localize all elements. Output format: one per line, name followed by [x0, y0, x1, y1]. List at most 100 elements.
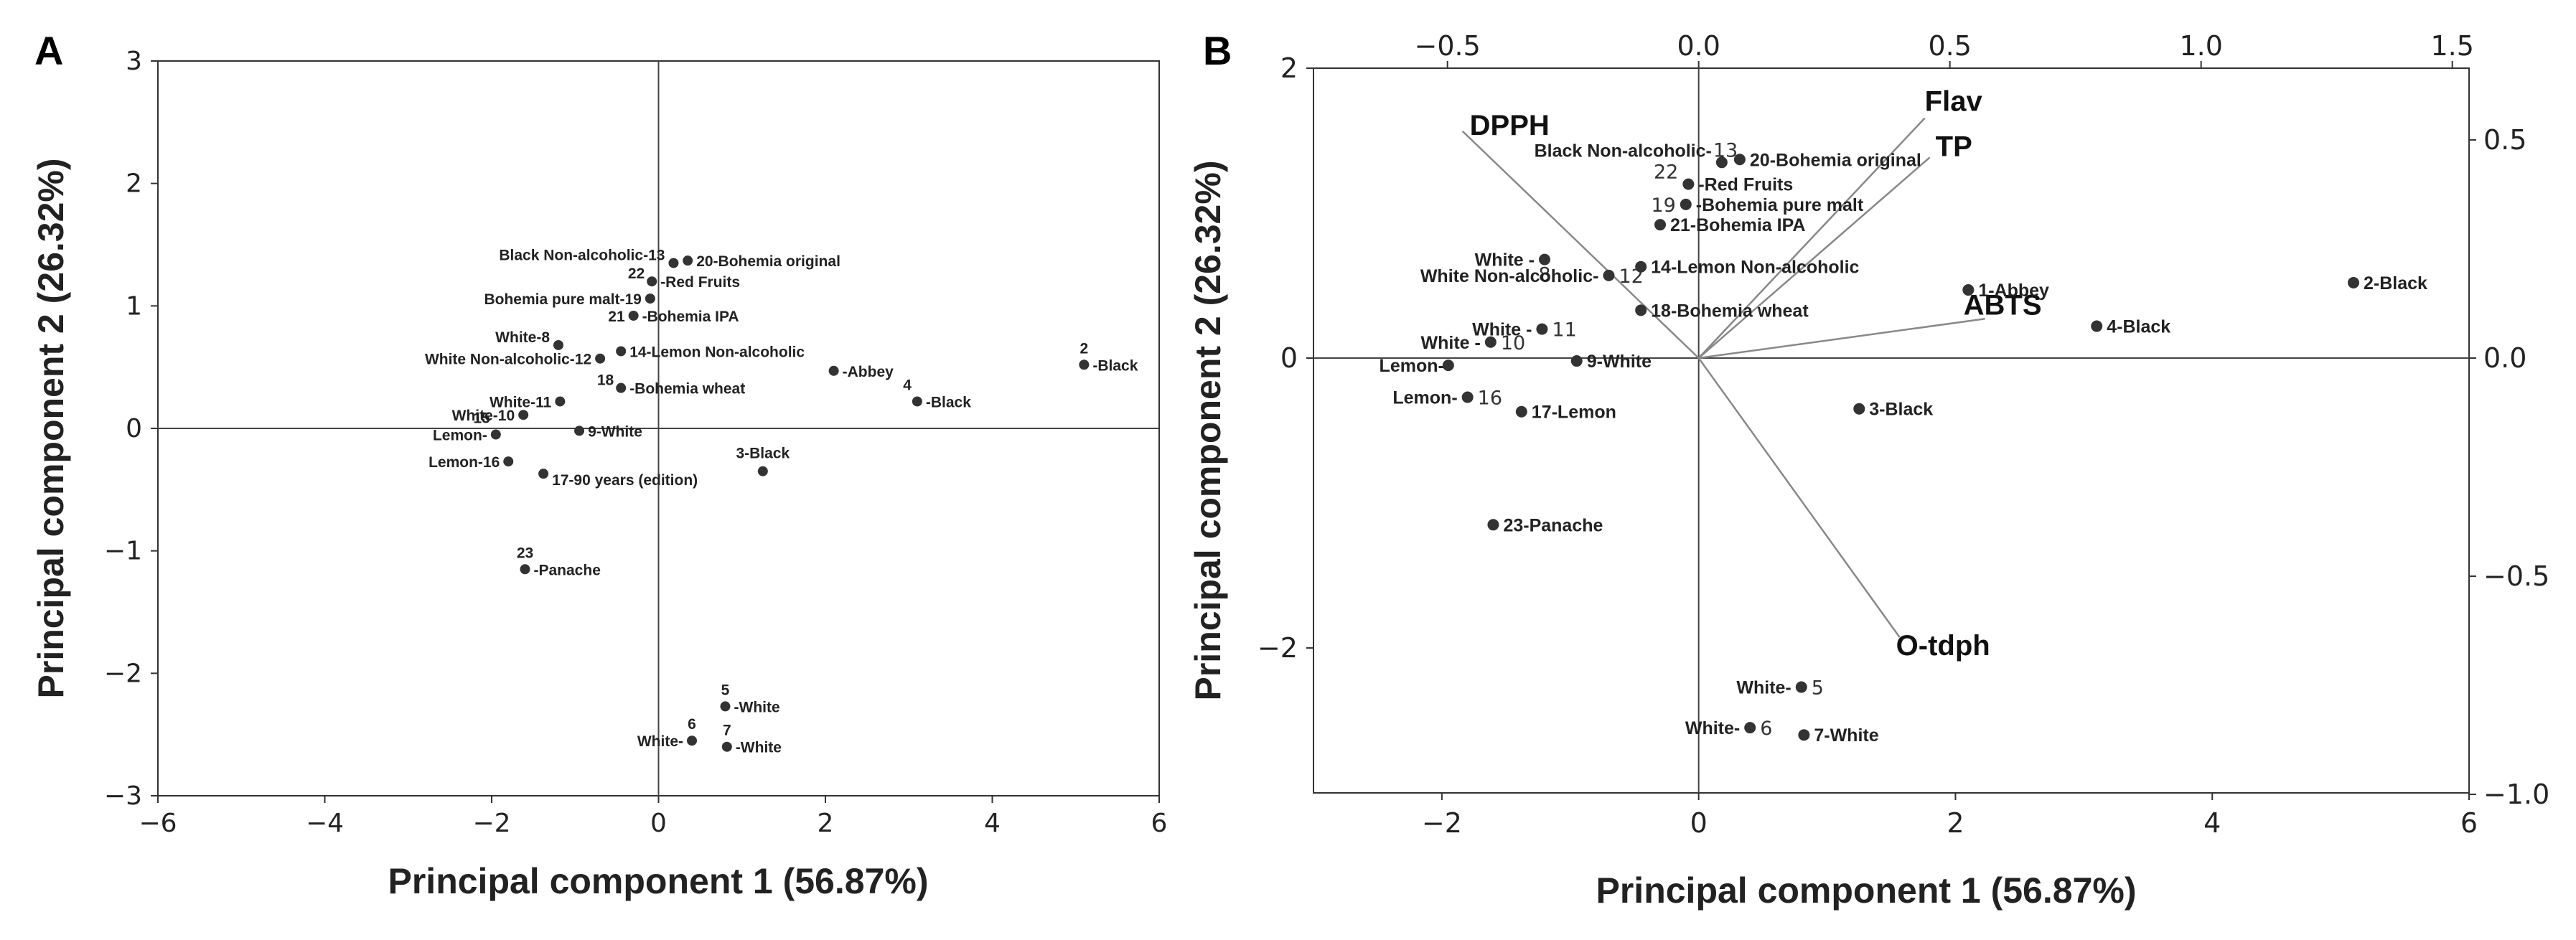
panel-a-point-label: -Black — [1092, 357, 1138, 374]
panel-a-point-label: 14-Lemon Non-alcoholic — [629, 344, 805, 360]
panel-b-point-label: 3-Black — [1869, 400, 1933, 420]
panel-a-point-number: 4 — [903, 377, 912, 393]
panel-a-point-marker — [647, 276, 657, 287]
panel-b-point-3: 3-Black — [1853, 400, 1933, 420]
panel-a-point-17: 17-90 years (edition) — [538, 469, 698, 489]
loading-vector-line — [1698, 318, 1985, 359]
panel-a-point-number: 5 — [721, 682, 730, 698]
panel-b-point-12: White Non-alcoholic- 12 — [1420, 265, 1644, 288]
panel-b-x-tick-label: 4 — [2203, 807, 2221, 839]
panel-b-right-tick-label: −1.0 — [2483, 779, 2549, 810]
panel-a-x-tick-label: −4 — [306, 809, 344, 838]
panel-b-point-10: White - 10 — [1421, 332, 1526, 354]
panel-b-point-number: 10 — [1501, 332, 1525, 354]
panel-b-point-marker — [1654, 219, 1666, 231]
panel-b-point-number: 8 — [1538, 264, 1550, 286]
panel-a-point-label: -Bohemia wheat — [629, 381, 745, 398]
panel-a-x-tick-label: −6 — [139, 809, 177, 838]
panel-a-point-21: -Bohemia IPA 21 — [608, 309, 739, 325]
panel-b-point-label: 23-Panache — [1503, 515, 1603, 535]
panel-b-point-number: 5 — [1812, 677, 1824, 700]
panel-b-point-number: 16 — [1478, 387, 1502, 410]
panel-b-point-15: Lemon- — [1380, 356, 1454, 376]
panel-a-point-label: -Bohemia IPA — [642, 309, 739, 325]
panel-a-point-4: -Black 4 — [903, 377, 971, 410]
panel-b-point-marker — [1635, 260, 1647, 273]
panel-a-point-marker — [490, 429, 501, 440]
panel-b-point-8: White -8 — [1475, 250, 1551, 286]
panel-a-point-label: Lemon-16 — [428, 454, 500, 471]
panel-a-point-label: White- — [637, 733, 683, 750]
loading-vector-line — [1697, 357, 1901, 638]
panel-b-point-marker — [1487, 519, 1499, 531]
panel-b-point-17: 17-Lemon — [1515, 403, 1616, 423]
panel-b-letter: B — [1203, 28, 1232, 73]
panel-a-point-11: White-11 — [490, 394, 566, 410]
panel-a-x-tick-label: 6 — [1151, 809, 1168, 838]
loading-dpph: DPPH — [1461, 110, 1700, 359]
panel-a-point-marker — [503, 456, 514, 467]
panel-b-point-9: 9-White — [1570, 352, 1652, 372]
panel-b-point-marker — [2348, 276, 2359, 288]
panel-b-top-tick-label: −0.5 — [1415, 30, 1481, 62]
panel-a-point-label: Black Non-alcoholic-13 — [499, 248, 665, 264]
panel-b-point-marker — [1962, 284, 1975, 296]
panel-a-point-number: 7 — [723, 723, 731, 739]
panel-a-point-label: Bohemia pure malt-19 — [484, 291, 641, 308]
panel-b-x-tick-label: 0 — [1690, 807, 1708, 839]
panel-b-right-tick-label: −0.5 — [2483, 560, 2549, 592]
panel-a-point-label: Lemon- — [433, 428, 487, 444]
panel-b-point-number: 13 — [1713, 139, 1738, 161]
panel-a-point-label: 9-White — [588, 423, 642, 440]
panel-a-y-tick-label: −2 — [104, 659, 142, 688]
panel-a-x-tick-label: 2 — [818, 809, 834, 838]
panel-b-x-tick-label: 2 — [1947, 807, 1964, 839]
panel-a-point-marker — [1079, 359, 1090, 370]
panel-a-point-12: White Non-alcoholic-12 — [425, 352, 606, 368]
panel-a-point-6: White- 6 — [637, 716, 697, 750]
panel-a-point-marker — [595, 353, 606, 364]
panel-a-point-marker — [518, 410, 529, 420]
loading-tp: TP — [1697, 131, 1972, 359]
panel-a-point-label: -Red Fruits — [660, 274, 740, 291]
panel-b-point-label: 21-Bohemia IPA — [1670, 215, 1805, 235]
panel-b-y-tick-label: 2 — [1280, 52, 1298, 84]
panel-a-point-label: 20-Bohemia original — [696, 253, 840, 270]
panel-a-point-number: 18 — [597, 372, 614, 389]
panel-b-point-label: 20-Bohemia original — [1750, 150, 1921, 170]
panel-b-point-marker — [1536, 323, 1548, 335]
panel-a-y-tick-label: −3 — [104, 781, 142, 811]
panel-a-point-label: White-10 — [452, 408, 515, 424]
panel-a-point-14: 14-Lemon Non-alcoholic — [616, 344, 805, 360]
panel-b-right-tick-label: 0.0 — [2483, 342, 2526, 374]
panel-a-point-label: -Abbey — [843, 364, 894, 380]
panel-b-point-14: 14-Lemon Non-alcoholic — [1635, 258, 1860, 278]
panel-a-point-number: 6 — [688, 716, 696, 733]
panel-a-y-axis-title: Principal component 2 (26.32%) — [31, 159, 71, 699]
panel-a-point-marker — [720, 701, 731, 712]
panel-b-point-label: 14-Lemon Non-alcoholic — [1651, 258, 1859, 278]
panel-b-point-21: 21-Bohemia IPA — [1654, 215, 1805, 235]
panel-b-point-marker — [1744, 722, 1756, 734]
panel-a-y-tick-label: −1 — [104, 537, 142, 566]
loading-vector-label: DPPH — [1470, 110, 1550, 141]
panel-a-point-number: 22 — [628, 265, 645, 282]
panel-b-point-label: Lemon- — [1392, 388, 1457, 408]
panel-a-x-tick-label: −2 — [472, 809, 510, 838]
panel-b-point-marker — [1539, 253, 1550, 265]
panel-b-point-label: White - — [1475, 250, 1535, 271]
panel-b-point-number: 11 — [1552, 319, 1576, 342]
panel-b-point-22: -Red Fruits 22 — [1654, 161, 1793, 195]
panel-b-point-label: White - — [1472, 320, 1532, 340]
loading-vector-label: TP — [1936, 131, 1972, 162]
loading-vector-label: Flav — [1925, 86, 1983, 118]
panel-a-point-19: Bohemia pure malt-19 — [484, 291, 655, 308]
panel-a-point-marker — [538, 469, 549, 479]
panel-a-point-label: -Panache — [534, 562, 601, 578]
panel-a-point-marker — [616, 382, 627, 393]
panel-a-point-marker — [721, 741, 732, 752]
loading-abts: ABTS — [1698, 289, 2042, 359]
panel-a-point-1: -Abbey — [828, 364, 894, 380]
panel-a-point-marker — [616, 346, 627, 357]
